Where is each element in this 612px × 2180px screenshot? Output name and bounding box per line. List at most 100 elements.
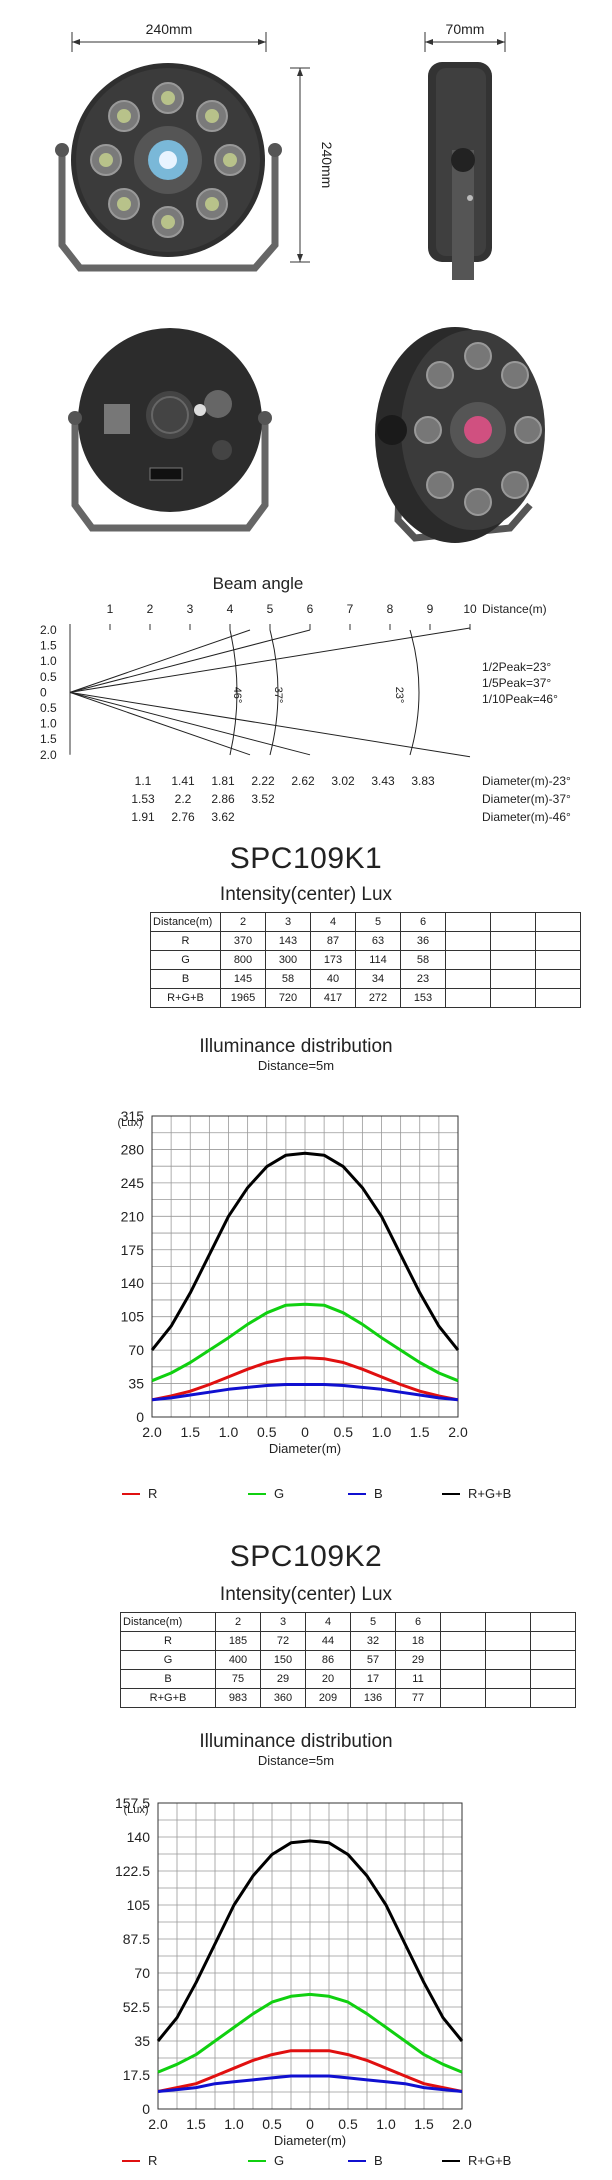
table-cell: 40 xyxy=(310,969,356,989)
table-cell: 86 xyxy=(305,1650,351,1670)
legend-label: R+G+B xyxy=(468,1486,511,1501)
beam-diameter-value: 2.86 xyxy=(211,792,235,806)
beam-distance-tick: 5 xyxy=(267,602,274,616)
table-cell xyxy=(485,1650,531,1670)
beam-diameter-rows: 1.1 1.41 1.81 2.22 2.62 3.02 3.43 3.83 Diameter(… xyxy=(131,774,571,824)
legend-label: R xyxy=(148,2153,157,2168)
table-cell: 58 xyxy=(265,969,311,989)
x-tick-label: 1.0 xyxy=(376,2116,396,2132)
y-axis-label: (Lux) xyxy=(123,1804,148,1816)
fixture-side-view xyxy=(428,62,492,280)
beam-diameter-value: 1.1 xyxy=(135,774,152,788)
x-tick-label: 2.0 xyxy=(142,1424,162,1440)
beam-diameter-label: Diameter(m)-23° xyxy=(482,774,571,788)
table-cell: 6 xyxy=(395,1612,441,1632)
table-cell xyxy=(535,912,581,932)
beam-diameter-value: 3.62 xyxy=(211,810,235,824)
table-cell: 143 xyxy=(265,931,311,951)
beam-ray xyxy=(69,629,311,693)
table-cell: 185 xyxy=(215,1631,261,1651)
beam-diameter-value: 3.02 xyxy=(331,774,355,788)
beam-distance-tick: 3 xyxy=(187,602,194,616)
beam-angle-arcs: 46° 37° 23° xyxy=(229,629,420,756)
table-row: B 145 58 40 34 23 xyxy=(150,969,581,989)
table-cell: 87 xyxy=(310,931,356,951)
y-tick-label: 122.5 xyxy=(115,1863,150,1879)
table-cell xyxy=(530,1688,576,1708)
beam-y-tick: 1.5 xyxy=(40,639,57,653)
fixture-front-view xyxy=(55,63,282,272)
table-cell: 75 xyxy=(215,1669,261,1689)
table-cell xyxy=(490,988,536,1008)
chart-grid xyxy=(157,1802,463,2110)
table-cell: 114 xyxy=(355,950,401,970)
table-cell: 4 xyxy=(310,912,356,932)
series-line-g xyxy=(157,1992,463,2074)
table-cell: R xyxy=(150,931,221,951)
beam-diameter-value: 3.83 xyxy=(411,774,435,788)
table-cell: G xyxy=(150,950,221,970)
table-cell: 72 xyxy=(260,1631,306,1651)
table-cell xyxy=(485,1688,531,1708)
table-cell: 272 xyxy=(355,988,401,1008)
beam-grid xyxy=(69,624,471,755)
table-cell: 32 xyxy=(350,1631,396,1651)
table-cell xyxy=(535,931,581,951)
table-cell xyxy=(490,969,536,989)
table-cell xyxy=(490,912,536,932)
model-1-name: SPC109K1 xyxy=(229,842,383,875)
beam-distance-tick: 10 xyxy=(463,602,477,616)
beam-y-tick: 0.5 xyxy=(40,701,57,715)
beam-diameter-value: 1.81 xyxy=(211,774,235,788)
legend-item: R+G+B xyxy=(442,1486,511,1501)
model-1-intensity-table: Distance(m) 2 3 4 5 6 R 370 143 87 63 36 G 800 300 173 1… xyxy=(150,912,581,1008)
chart-frame xyxy=(157,1802,463,2110)
y-tick-label: 35 xyxy=(134,2033,150,2049)
beam-ray xyxy=(69,627,471,693)
x-axis-label: Diameter(m) xyxy=(269,1441,341,1456)
y-tick-label: 315 xyxy=(121,1108,145,1124)
series-line-b xyxy=(157,2074,463,2093)
beam-diameter-value: 2.2 xyxy=(175,792,192,806)
table-row: G 400 150 86 57 29 xyxy=(120,1650,576,1670)
beam-peak-23: 1/2Peak=23° xyxy=(482,660,551,674)
table-cell xyxy=(535,950,581,970)
beam-distance-tick: 1 xyxy=(107,602,114,616)
legend-label: R xyxy=(148,1486,157,1501)
table-cell xyxy=(445,931,491,951)
y-axis-label: (Lux) xyxy=(117,1117,142,1129)
beam-diameter-value: 1.53 xyxy=(131,792,155,806)
legend-item: B xyxy=(348,2153,383,2168)
x-tick-label: 2.0 xyxy=(452,2116,472,2132)
beam-distance-tick: 8 xyxy=(387,602,394,616)
legend-label: B xyxy=(374,1486,383,1501)
table-header-row: Distance(m) 2 3 4 5 6 xyxy=(120,1612,576,1632)
table-cell xyxy=(535,988,581,1008)
x-tick-label: 0.5 xyxy=(334,1424,354,1440)
legend-label: R+G+B xyxy=(468,2153,511,2168)
dimension-height-label: 240mm xyxy=(319,142,335,189)
x-tick-label: 1.0 xyxy=(372,1424,392,1440)
chart-subtitle: Distance=5m xyxy=(258,1058,334,1073)
table-cell: 58 xyxy=(400,950,446,970)
y-tick-label: 157.5 xyxy=(115,1795,150,1811)
beam-y-tick: 1.0 xyxy=(40,654,57,668)
table-cell: 5 xyxy=(355,912,401,932)
table-cell: 5 xyxy=(350,1612,396,1632)
table-cell xyxy=(440,1669,486,1689)
beam-y-tick: 0.5 xyxy=(40,670,57,684)
table-cell xyxy=(445,912,491,932)
table-cell: G xyxy=(120,1650,216,1670)
table-cell xyxy=(485,1612,531,1632)
table-cell: Distance(m) xyxy=(120,1612,216,1632)
table-cell xyxy=(535,969,581,989)
series-line-rgb xyxy=(150,1151,460,1352)
table-cell xyxy=(440,1612,486,1632)
table-cell: 4 xyxy=(305,1612,351,1632)
table-row: B 75 29 20 17 11 xyxy=(120,1669,576,1689)
table-cell: B xyxy=(120,1669,216,1689)
x-tick-label: 1.5 xyxy=(186,2116,206,2132)
table-cell: 23 xyxy=(400,969,446,989)
table-cell xyxy=(530,1650,576,1670)
table-cell: 2 xyxy=(215,1612,261,1632)
